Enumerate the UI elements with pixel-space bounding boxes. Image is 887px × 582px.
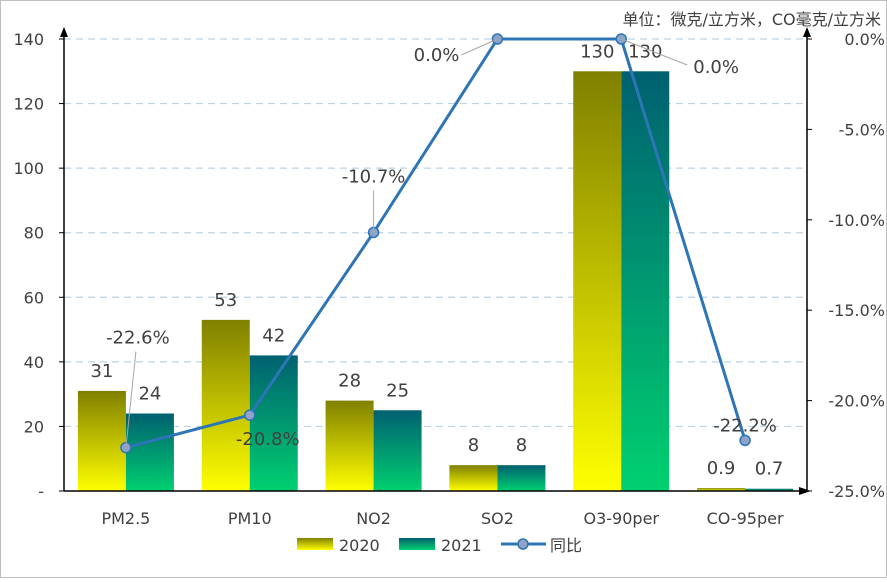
- label-2020-SO2: 8: [468, 435, 479, 456]
- left-tick-label: 20: [24, 417, 44, 436]
- category-label: PM10: [228, 509, 272, 528]
- label-2021-NO2: 25: [386, 380, 409, 401]
- unit-note: 单位：微克/立方米，CO毫克/立方米: [622, 10, 881, 29]
- category-label: SO2: [481, 509, 514, 528]
- bar-2021-PM10: [249, 355, 298, 491]
- left-axis-arrow: [60, 27, 68, 37]
- legend: 2020 2021 同比: [297, 536, 582, 555]
- left-tick-label: -: [38, 482, 44, 501]
- label-2021-O3-90per: 130: [628, 41, 662, 62]
- label-2021-PM2.5: 24: [138, 384, 161, 405]
- bar-2020-PM2.5: [77, 390, 126, 491]
- label-2020-O3-90per: 130: [580, 41, 614, 62]
- right-tick-label: -20.0%: [828, 392, 885, 411]
- category-label: PM2.5: [101, 509, 150, 528]
- legend-swatch-2021: [399, 538, 435, 550]
- label-yoy-NO2: -10.7%: [342, 166, 406, 187]
- axes: - 20 40 60 80 100 120 140 0.0% -5.0% -10.0% -15.0% -…: [13, 27, 885, 528]
- label-2021-CO-95per: 0.7: [755, 459, 784, 480]
- bar-2020-O3-90per: [573, 71, 622, 492]
- yoy-marker-PM10: [244, 409, 256, 421]
- right-tick-label: -25.0%: [828, 482, 885, 501]
- yoy-leader-PM2.5: [125, 351, 137, 448]
- left-tick-label: 60: [24, 288, 44, 307]
- left-tick-label: 140: [13, 30, 44, 49]
- bar-2021-SO2: [497, 465, 546, 491]
- bar-2021-PM2.5: [125, 413, 174, 491]
- label-yoy-PM10: -20.8%: [236, 429, 300, 450]
- category-label: O3-90per: [584, 509, 660, 528]
- label-yoy-O3-90per: 0.0%: [693, 57, 739, 78]
- right-tick-label: -15.0%: [828, 301, 885, 320]
- legend-label-2020: 2020: [339, 536, 380, 555]
- gridlines: [64, 38, 807, 428]
- left-tick-label: 100: [13, 159, 44, 178]
- bar-2021-NO2: [373, 410, 422, 491]
- yoy-marker-CO-95per: [739, 434, 751, 447]
- category-label: NO2: [356, 509, 391, 528]
- yoy-leader-O3-90per: [621, 38, 688, 66]
- bar-2020-NO2: [325, 400, 374, 491]
- label-2020-NO2: 28: [338, 371, 361, 392]
- label-2020-PM10: 53: [214, 290, 237, 311]
- right-tick-label: -10.0%: [828, 211, 885, 230]
- legend-swatch-2020: [297, 538, 333, 550]
- label-2021-SO2: 8: [516, 435, 527, 456]
- right-tick-label: -5.0%: [839, 120, 885, 139]
- left-tick-label: 40: [24, 353, 44, 372]
- right-axis-arrow: [803, 27, 811, 37]
- category-label: CO-95per: [707, 509, 784, 528]
- bar-2020-CO-95per: [697, 488, 746, 491]
- yoy-leader-SO2: [461, 38, 498, 56]
- label-yoy-SO2: 0.0%: [414, 45, 460, 66]
- bar-2020-PM10: [201, 319, 250, 491]
- bar-2021-O3-90per: [621, 71, 670, 492]
- data-labels: 31 53 28 8 130 0.9 24 42 25 8 130 0.7 -22.6% -20.8% -1…: [90, 38, 784, 480]
- label-2020-CO-95per: 0.9: [707, 458, 736, 479]
- right-tick-label: 0.0%: [844, 30, 885, 49]
- bar-2021-CO-95per: [745, 488, 794, 491]
- x-axis-arrow: [799, 487, 811, 495]
- legend-swatch-yoy-marker: [517, 538, 529, 550]
- legend-label-yoy: 同比: [550, 536, 582, 555]
- bar-2020-SO2: [449, 465, 498, 491]
- left-tick-label: 80: [24, 224, 44, 243]
- yoy-line: [125, 37, 747, 450]
- legend-label-2021: 2021: [441, 536, 482, 555]
- label-2021-PM10: 42: [262, 325, 285, 346]
- label-yoy-PM2.5: -22.6%: [106, 328, 170, 349]
- left-tick-label: 120: [13, 95, 44, 114]
- label-2020-PM2.5: 31: [90, 361, 113, 382]
- label-yoy-CO-95per: -22.2%: [713, 415, 777, 436]
